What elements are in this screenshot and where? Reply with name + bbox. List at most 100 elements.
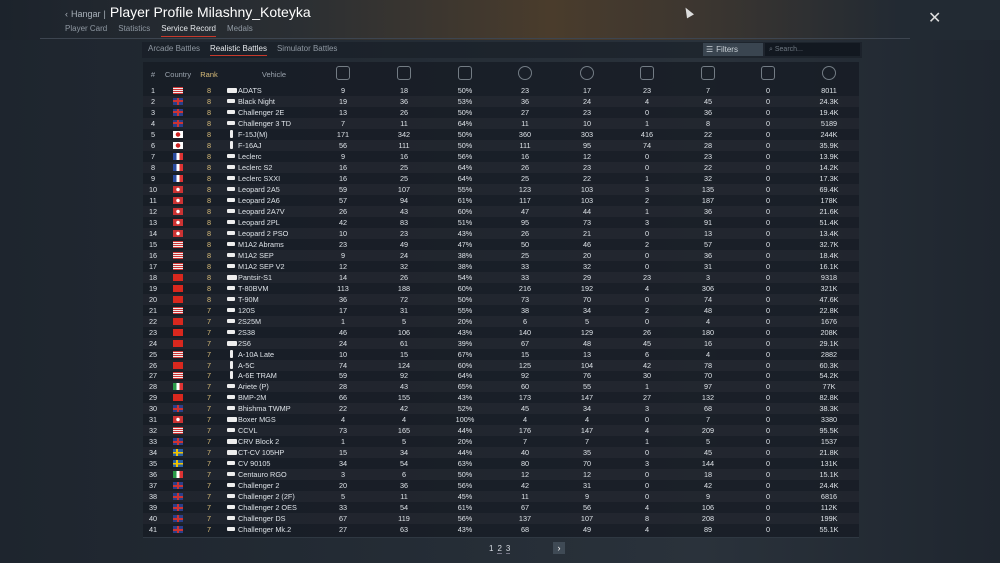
tab-service-record[interactable]: Service Record [161, 24, 216, 37]
table-row[interactable]: 39 7 Challenger 2 OES 33 54 61% 67 56 4 106 0 112K [143, 502, 859, 513]
deaths-icon[interactable] [580, 66, 594, 80]
table-row[interactable]: 18 8 Pantsir-S1 14 26 54% 33 29 23 3 0 9318 [143, 272, 859, 283]
battles-icon[interactable] [397, 66, 411, 80]
vehicle-name[interactable]: A-10A Late [238, 349, 275, 359]
vehicle-name[interactable]: BMP-2M [238, 393, 267, 403]
table-row[interactable]: 41 7 Challenger Mk.2 27 63 43% 68 49 4 89 0 55.1K [143, 524, 859, 535]
col-rank[interactable]: Rank [200, 70, 218, 79]
search-input[interactable]: ⌕ Search... [765, 43, 860, 56]
vehicle-name[interactable]: CRV Block 2 [238, 437, 280, 447]
vehicle-name[interactable]: M1A2 Abrams [238, 239, 284, 249]
vehicle-name[interactable]: Leopard 2A6 [238, 195, 280, 205]
table-row[interactable]: 27 7 A-6E TRAM 59 92 64% 92 76 30 70 0 54.2K [143, 370, 859, 381]
col-country[interactable]: Country [164, 70, 192, 79]
vehicle-name[interactable]: Leclerc S2 [238, 162, 273, 172]
vehicle-name[interactable]: CCVL [238, 426, 258, 436]
chevron-right-icon[interactable]: › [553, 542, 565, 554]
table-row[interactable]: 12 8 Leopard 2A7V 26 43 60% 47 44 1 36 0 21.6K [143, 206, 859, 217]
vehicle-name[interactable]: Leopard 2A7V [238, 206, 285, 216]
table-row[interactable]: 11 8 Leopard 2A6 57 94 61% 117 103 2 187 0 178K [143, 195, 859, 206]
back-button[interactable]: ‹ Hangar | [65, 9, 106, 19]
vehicle-name[interactable]: Bhishma TWMP [238, 404, 291, 414]
table-row[interactable]: 10 8 Leopard 2A5 59 107 55% 123 103 3 135 0 69.4K [143, 184, 859, 195]
vehicle-name[interactable]: Leclerc [238, 151, 262, 161]
col-number[interactable]: # [150, 70, 156, 79]
table-row[interactable]: 7 8 Leclerc 9 16 56% 16 12 0 23 0 13.9K [143, 151, 859, 162]
vehicle-name[interactable]: M1A2 SEP V2 [238, 261, 285, 271]
page-3[interactable]: 3 [505, 544, 511, 554]
vehicle-name[interactable]: Boxer MGS [238, 415, 276, 425]
table-row[interactable]: 34 7 CT-CV 105HP 15 34 44% 40 35 0 45 0 21.8K [143, 447, 859, 458]
table-row[interactable]: 17 8 M1A2 SEP V2 12 32 38% 33 32 0 31 0 16.1K [143, 261, 859, 272]
tab-player-card[interactable]: Player Card [65, 24, 108, 33]
win-rate-icon[interactable] [458, 66, 472, 80]
vehicle-name[interactable]: Ariete (P) [238, 382, 269, 392]
table-row[interactable]: 2 8 Black Night 19 36 53% 36 24 4 45 0 24.3K [143, 96, 859, 107]
close-icon[interactable]: ✕ [928, 10, 942, 27]
vehicle-name[interactable]: Challenger Mk.2 [238, 525, 292, 535]
table-row[interactable]: 26 7 A-5C 74 124 60% 125 104 42 78 0 60.3K [143, 360, 859, 371]
table-row[interactable]: 25 7 A-10A Late 10 15 67% 15 13 6 4 0 2882 [143, 349, 859, 360]
table-row[interactable]: 15 8 M1A2 Abrams 23 49 47% 50 46 2 57 0 32.7K [143, 239, 859, 250]
vehicle-name[interactable]: T-90M [238, 294, 259, 304]
vehicle-name[interactable]: F-15J(M) [238, 129, 268, 139]
air-kills-icon[interactable] [640, 66, 654, 80]
vehicle-name[interactable]: Leopard 2 PSO [238, 228, 289, 238]
vehicle-name[interactable]: 2S6 [238, 338, 251, 348]
vehicle-name[interactable]: Challenger DS [238, 514, 286, 524]
filters-button[interactable]: ☰ Filters [703, 43, 763, 56]
vehicle-name[interactable]: CT-CV 105HP [238, 448, 285, 458]
table-row[interactable]: 35 7 CV 90105 34 54 63% 80 70 3 144 0 131K [143, 458, 859, 469]
page-2[interactable]: 2 [497, 544, 502, 554]
tab-arcade-battles[interactable]: Arcade Battles [148, 44, 201, 53]
tab-simulator-battles[interactable]: Simulator Battles [276, 44, 338, 53]
table-row[interactable]: 28 7 Ariete (P) 28 43 65% 60 55 1 97 0 77K [143, 381, 859, 392]
table-row[interactable]: 19 8 T-80BVM 113 188 60% 216 192 4 306 0 321K [143, 283, 859, 294]
table-row[interactable]: 32 7 CCVL 73 165 44% 176 147 4 209 0 95.5K [143, 425, 859, 436]
col-vehicle[interactable]: Vehicle [261, 70, 287, 79]
table-row[interactable]: 20 8 T-90M 36 72 50% 73 70 0 74 0 47.6K [143, 294, 859, 305]
ground-kills-icon[interactable] [701, 66, 715, 80]
vehicle-name[interactable]: 2S25M [238, 316, 262, 326]
vehicle-name[interactable]: 120S [238, 305, 256, 315]
victories-icon[interactable] [336, 66, 350, 80]
vehicle-name[interactable]: 2S38 [238, 327, 256, 337]
vehicle-name[interactable]: Leopard 2PL [238, 217, 280, 227]
table-row[interactable]: 37 7 Challenger 2 20 36 56% 42 31 0 42 0 24.4K [143, 480, 859, 491]
table-row[interactable]: 30 7 Bhishma TWMP 22 42 52% 45 34 3 68 0 38.3K [143, 403, 859, 414]
table-row[interactable]: 8 8 Leclerc S2 16 25 64% 26 23 0 22 0 14.2K [143, 162, 859, 173]
vehicle-name[interactable]: F-16AJ [238, 140, 262, 150]
vehicle-name[interactable]: Leclerc SXXI [238, 173, 281, 183]
vehicle-name[interactable]: ADATS [238, 86, 262, 95]
table-row[interactable]: 21 7 120S 17 31 55% 38 34 2 48 0 22.8K [143, 305, 859, 316]
table-row[interactable]: 3 8 Challenger 2E 13 26 50% 27 23 0 36 0 19.4K [143, 107, 859, 118]
vehicle-name[interactable]: Challenger 2 [238, 481, 280, 491]
table-row[interactable]: 1 8 ADATS 9 18 50% 23 17 23 7 0 8011 [143, 85, 859, 96]
table-row[interactable]: 23 7 2S38 46 106 43% 140 129 26 180 0 208K [143, 327, 859, 338]
vehicle-name[interactable]: Challenger 2 OES [238, 503, 297, 513]
tab-realistic-battles[interactable]: Realistic Battles [210, 44, 267, 56]
tab-statistics[interactable]: Statistics [118, 24, 151, 33]
vehicle-name[interactable]: Centauro RGO [238, 470, 287, 480]
table-row[interactable]: 5 8 F-15J(M) 171 342 50% 360 303 416 22 0 244K [143, 129, 859, 140]
table-row[interactable]: 29 7 BMP-2M 66 155 43% 173 147 27 132 0 82.8K [143, 392, 859, 403]
table-row[interactable]: 36 7 Centauro RGO 3 6 50% 12 12 0 18 0 15.1K [143, 469, 859, 480]
table-row[interactable]: 38 7 Challenger 2 (2F) 5 11 45% 11 9 0 9 0 6816 [143, 491, 859, 502]
vehicle-name[interactable]: A-5C [238, 360, 255, 370]
vehicle-name[interactable]: Pantsir-S1 [238, 272, 273, 282]
page-1[interactable]: 1 [489, 544, 494, 553]
vehicle-name[interactable]: Leopard 2A5 [238, 184, 280, 194]
table-row[interactable]: 6 8 F-16AJ 56 111 50% 111 95 74 28 0 35.9K [143, 140, 859, 151]
tab-medals[interactable]: Medals [226, 24, 253, 33]
vehicle-name[interactable]: M1A2 SEP [238, 250, 274, 260]
vehicle-name[interactable]: A-6E TRAM [238, 371, 277, 381]
table-row[interactable]: 13 8 Leopard 2PL 42 83 51% 95 73 3 91 0 51.4K [143, 217, 859, 228]
vehicle-name[interactable]: CV 90105 [238, 459, 271, 469]
vehicle-name[interactable]: T-80BVM [238, 283, 269, 293]
vehicle-name[interactable]: Challenger 3 TD [238, 118, 291, 128]
naval-kills-icon[interactable] [761, 66, 775, 80]
respawns-icon[interactable] [518, 66, 532, 80]
table-row[interactable]: 4 8 Challenger 3 TD 7 11 64% 11 10 1 8 0 5189 [143, 118, 859, 129]
table-row[interactable]: 33 7 CRV Block 2 1 5 20% 7 7 1 5 0 1537 [143, 436, 859, 447]
table-row[interactable]: 31 7 Boxer MGS 4 4 100% 4 4 0 7 0 3380 [143, 414, 859, 425]
